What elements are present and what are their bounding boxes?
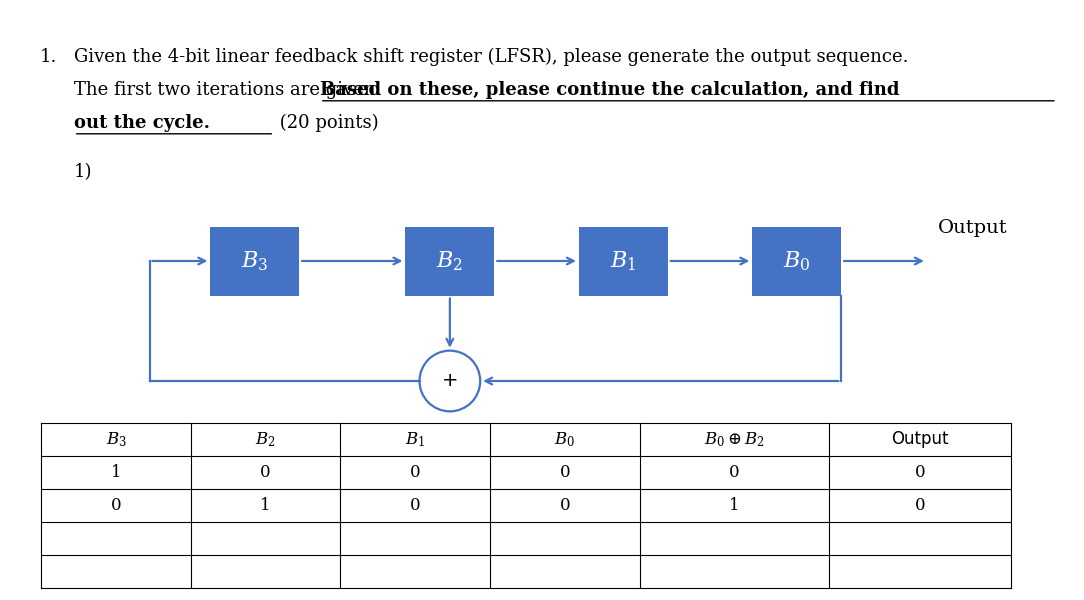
- Text: 0: 0: [410, 497, 421, 514]
- Text: 0: 0: [915, 497, 926, 514]
- Text: 0: 0: [260, 464, 271, 481]
- Text: The first two iterations are given.: The first two iterations are given.: [74, 81, 387, 99]
- Bar: [210, 227, 299, 296]
- Text: $B_0$: $B_0$: [554, 430, 576, 449]
- Text: 0: 0: [915, 464, 926, 481]
- Text: out the cycle.: out the cycle.: [74, 114, 209, 132]
- Text: $B_3$: $B_3$: [105, 430, 127, 449]
- Text: Output: Output: [938, 219, 1007, 237]
- Text: (20 points): (20 points): [274, 114, 379, 132]
- Text: $B_0$: $B_0$: [783, 249, 811, 273]
- Text: 0: 0: [111, 497, 121, 514]
- Text: 0: 0: [410, 464, 421, 481]
- Text: $B_2$: $B_2$: [256, 430, 275, 449]
- Text: $B_0\oplus B_2$: $B_0\oplus B_2$: [704, 430, 765, 449]
- Text: $B_1$: $B_1$: [610, 249, 636, 273]
- Bar: [405, 227, 494, 296]
- Text: $B_1$: $B_1$: [405, 430, 425, 449]
- Bar: [752, 227, 841, 296]
- Text: 1: 1: [260, 497, 271, 514]
- Text: 0: 0: [559, 464, 570, 481]
- Text: 1.: 1.: [40, 48, 57, 66]
- Text: Given the 4-bit linear feedback shift register (LFSR), please generate the outpu: Given the 4-bit linear feedback shift re…: [74, 48, 908, 66]
- Text: $B_3$: $B_3$: [241, 249, 269, 273]
- Text: 1): 1): [74, 163, 92, 181]
- Text: $B_2$: $B_2$: [437, 249, 463, 273]
- Text: 0: 0: [730, 464, 739, 481]
- Text: +: +: [441, 371, 459, 391]
- Text: 1: 1: [730, 497, 739, 514]
- Text: 1: 1: [111, 464, 121, 481]
- Text: Output: Output: [891, 431, 950, 449]
- Text: 0: 0: [559, 497, 570, 514]
- Text: Based on these, please continue the calculation, and find: Based on these, please continue the calc…: [320, 81, 900, 99]
- Bar: [579, 227, 668, 296]
